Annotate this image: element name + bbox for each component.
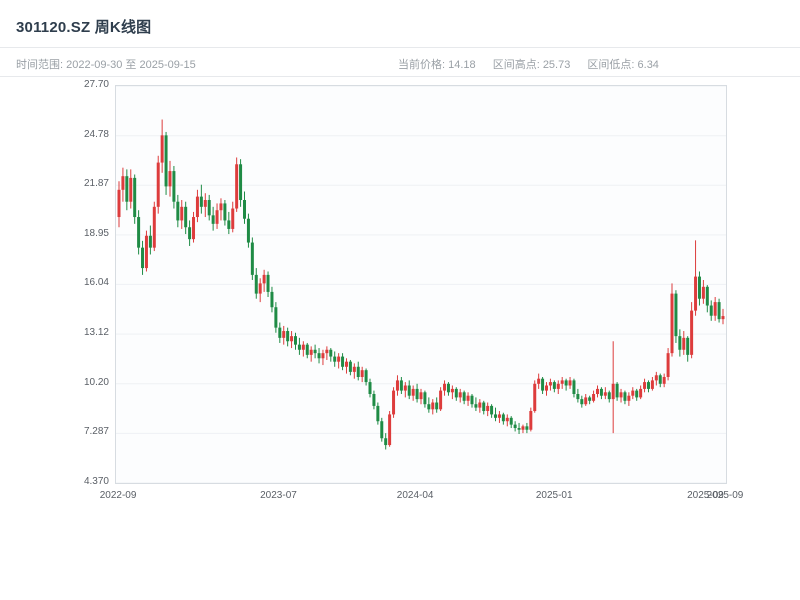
y-tick-label: 18.95 — [83, 227, 109, 239]
y-tick-label: 10.20 — [83, 376, 109, 388]
divider — [0, 47, 800, 48]
y-tick-label: 7.287 — [83, 426, 109, 438]
x-tick-label: 2024-04 — [396, 490, 434, 501]
candlestick-canvas — [116, 86, 726, 483]
y-tick-label: 16.04 — [83, 277, 109, 289]
page-title: 301120.SZ 周K线图 — [16, 19, 152, 36]
stats-group: 当前价格: 14.18 区间高点: 25.73 区间低点: 6.34 — [398, 56, 673, 72]
stat-range-low: 区间低点: 6.34 — [587, 59, 659, 71]
stat-range-high: 区间高点: 25.73 — [492, 59, 571, 71]
x-tick-label: 2025-09 — [687, 490, 724, 501]
y-tick-label: 21.87 — [83, 178, 109, 190]
x-tick-label: 2025-01 — [535, 490, 573, 501]
y-tick-label: 27.70 — [83, 79, 109, 90]
y-tick-label: 24.78 — [83, 128, 109, 140]
stat-current-price: 当前价格: 14.18 — [398, 59, 476, 71]
y-tick-label: 4.370 — [83, 476, 109, 487]
x-tick-label: 2022-09 — [99, 490, 137, 501]
y-tick-label: 13.12 — [83, 327, 109, 339]
time-range-label: 时间范围: 2022-09-30 至 2025-09-15 — [16, 59, 196, 71]
kline-chart: 27.70 24.78 21.87 18.95 16.04 13.12 10.20 7.287… — [0, 77, 800, 517]
x-tick-label: 2025-09 — [706, 490, 744, 501]
x-tick-label: 2023-07 — [260, 490, 297, 501]
plot-area — [115, 85, 727, 484]
divider — [0, 76, 800, 77]
subtitle-bar: 时间范围: 2022-09-30 至 2025-09-15 当前价格: 14.1… — [0, 54, 800, 72]
